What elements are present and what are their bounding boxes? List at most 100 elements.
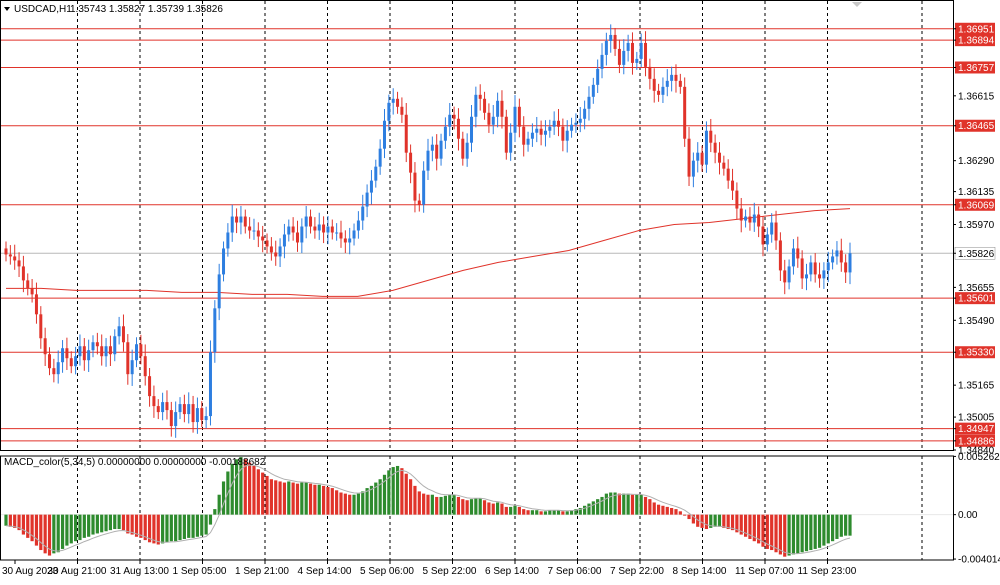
macd-bar (713, 514, 717, 527)
macd-bar (604, 493, 608, 515)
candle-body (583, 108, 587, 119)
candle-body (195, 408, 199, 423)
scroll-indicator-icon[interactable] (852, 2, 862, 7)
candle-body (509, 132, 513, 153)
candle-body (478, 94, 482, 99)
candle-body (61, 348, 65, 363)
macd-bar (374, 482, 378, 515)
chart-title-block: USDCAD,H1 1.35743 1.35827 1.35739 1.3582… (4, 4, 223, 15)
candle-body (143, 356, 147, 377)
macd-bar (65, 514, 69, 546)
macd-bar (770, 514, 774, 551)
macd-bar (626, 493, 630, 515)
candle-body (704, 130, 708, 165)
candle-body (535, 128, 539, 133)
candle-body (335, 232, 339, 234)
candle-body (691, 160, 695, 177)
macd-bar (661, 505, 665, 515)
candle-body (557, 120, 561, 127)
candle-body (400, 106, 404, 115)
macd-bar (182, 514, 186, 539)
macd-bar (417, 491, 421, 515)
candle-body (687, 138, 691, 177)
candle-body (208, 352, 212, 417)
macd-bar (500, 503, 504, 515)
macd-bar (504, 506, 508, 515)
macd-bar (526, 510, 530, 515)
candle-body (191, 404, 195, 423)
candle-body (148, 376, 152, 397)
candle-body (709, 130, 713, 143)
macd-bar (426, 494, 430, 515)
macd-bar (204, 514, 208, 535)
candle-body (543, 130, 547, 135)
candle-body (396, 98, 400, 107)
level-price-badge (955, 61, 995, 74)
macd-bar (452, 494, 456, 515)
macd-bar (13, 514, 17, 528)
candle-body (752, 214, 756, 223)
candle-body (630, 42, 634, 63)
macd-bar (234, 459, 239, 515)
candle-body (26, 280, 30, 289)
macd-bar (87, 514, 91, 537)
candle-body (82, 346, 86, 361)
candle-body (500, 100, 504, 117)
candle-body (339, 232, 343, 239)
candle-body (378, 148, 382, 167)
candle-body (17, 260, 21, 267)
candle-body (570, 124, 574, 131)
macd-bar (60, 514, 65, 549)
candle-body (126, 342, 130, 375)
macd-bar (113, 514, 117, 530)
y-tick-label: 1.36290 (958, 156, 995, 167)
candle-body (765, 234, 769, 245)
macd-bar (696, 514, 700, 527)
macd-bar (308, 483, 313, 515)
candle-body (169, 410, 173, 427)
y-tick-label: 1.36894 (958, 36, 995, 47)
y-tick-label: 1.34947 (958, 424, 995, 435)
candle-body (13, 256, 17, 261)
candle-body (622, 50, 626, 65)
y-tick-label: 1.36951 (958, 24, 995, 35)
candle-body (835, 250, 839, 257)
candle-body (683, 86, 687, 139)
macd-bar (404, 473, 408, 515)
macd-bar (709, 514, 713, 528)
candle-body (818, 274, 822, 279)
candle-body (95, 342, 99, 347)
candle-body (239, 216, 243, 223)
macd-bar (217, 494, 221, 515)
candle-body (174, 412, 178, 427)
x-tick-label: 11 Sep 23:00 (798, 566, 857, 577)
macd-bar (678, 511, 682, 515)
macd-bar (361, 491, 365, 515)
macd-bar (765, 514, 769, 549)
candle-body (161, 402, 165, 413)
macd-bar (291, 482, 295, 515)
candle-body (591, 84, 595, 97)
macd-y-tick-label: -0.0040146 (958, 555, 1000, 566)
macd-bar (783, 514, 787, 557)
candle-body (470, 116, 474, 143)
x-tick-label: 30 Aug 2023 (2, 566, 59, 577)
x-tick-label: 1 Sep 21:00 (235, 566, 289, 577)
macd-bar (221, 481, 226, 515)
macd-bar (656, 504, 661, 515)
candle-body (800, 258, 804, 279)
macd-bar (496, 502, 500, 515)
macd-bar (43, 514, 47, 554)
macd-bar (143, 514, 147, 541)
macd-bar (835, 514, 839, 539)
macd-bar (152, 514, 156, 544)
macd-bar (509, 506, 513, 515)
collapse-triangle-icon[interactable] (4, 7, 10, 11)
macd-bar (34, 514, 39, 546)
candle-body (665, 80, 669, 87)
macd-bar (461, 499, 465, 515)
macd-bar (482, 500, 487, 515)
candle-body (574, 122, 578, 125)
macd-bar (21, 514, 26, 535)
macd-bar (556, 510, 561, 515)
